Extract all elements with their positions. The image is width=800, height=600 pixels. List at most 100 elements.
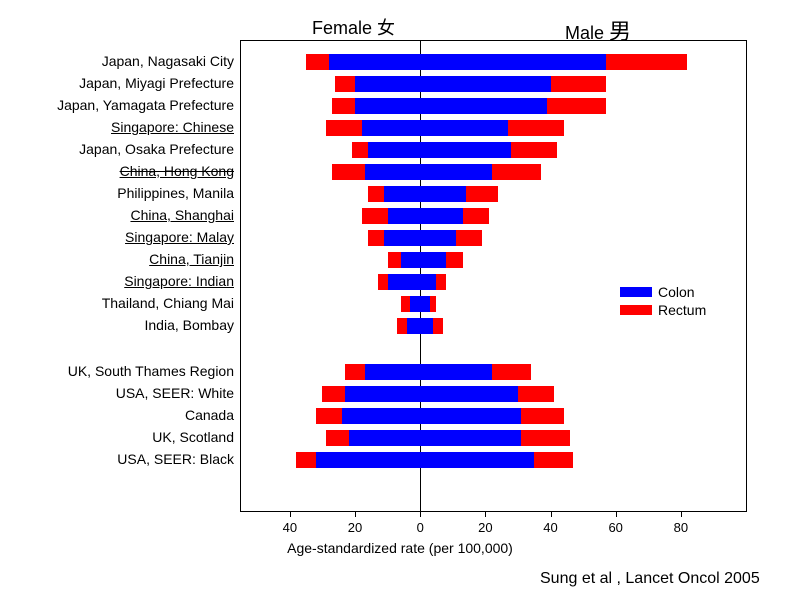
row-label: Japan, Nagasaki City [4,52,234,70]
bar-male-rectum [518,386,554,402]
bar-male-rectum [430,296,437,312]
chart-row [241,119,746,137]
row-label: USA, SEER: Black [4,450,234,468]
row-label: China, Shanghai [4,206,234,224]
bar-female-colon [368,142,420,158]
bar-male-rectum [456,230,482,246]
bar-male-colon [420,296,430,312]
bar-male-rectum [511,142,557,158]
bar-female-rectum [388,252,401,268]
row-label: UK, South Thames Region [4,362,234,380]
row-label: India, Bombay [4,316,234,334]
chart-row [241,385,746,403]
legend-item: Rectum [620,302,706,318]
bar-female-rectum [316,408,342,424]
citation: Sung et al , Lancet Oncol 2005 [540,570,760,588]
chart-row [241,163,746,181]
x-tick [355,511,356,517]
bar-male-colon [420,318,433,334]
legend: Colon Rectum [620,284,706,320]
x-tick [290,511,291,517]
bar-female-colon [384,230,420,246]
x-tick [551,511,552,517]
bar-male-rectum [521,408,563,424]
chart-row [241,229,746,247]
bar-male-colon [420,274,436,290]
legend-swatch [620,305,652,315]
bar-female-rectum [362,208,388,224]
row-label: Singapore: Malay [4,228,234,246]
row-label: Canada [4,406,234,424]
bar-male-rectum [508,120,563,136]
bar-male-colon [420,386,518,402]
bar-female-colon [388,208,421,224]
row-label: Japan, Miyagi Prefecture [4,74,234,92]
bar-male-rectum [492,364,531,380]
bar-male-rectum [606,54,687,70]
x-axis-label: Age-standardized rate (per 100,000) [0,540,800,556]
bar-male-rectum [466,186,499,202]
bar-female-colon [362,120,421,136]
bar-male-rectum [436,274,446,290]
bar-female-rectum [306,54,329,70]
bar-male-rectum [446,252,462,268]
bar-female-colon [342,408,420,424]
bar-female-colon [365,364,420,380]
chart-row [241,451,746,469]
legend-item: Colon [620,284,706,300]
chart-row [241,363,746,381]
bar-female-rectum [296,452,316,468]
x-tick [616,511,617,517]
x-tick [420,511,421,517]
bar-female-rectum [378,274,388,290]
bar-male-rectum [547,98,606,114]
chart-row [241,251,746,269]
x-tick-label: 40 [283,520,297,535]
bar-female-colon [384,186,420,202]
plot-area: 4020020406080 [240,40,747,512]
bar-female-rectum [401,296,411,312]
chart-row [241,207,746,225]
bar-male-colon [420,430,521,446]
bar-male-rectum [433,318,443,334]
x-tick [681,511,682,517]
row-label: Japan, Yamagata Prefecture [4,96,234,114]
bar-male-colon [420,452,534,468]
bar-male-colon [420,164,492,180]
bar-female-colon [365,164,420,180]
chart-row [241,429,746,447]
row-label: China, Hong Kong [4,162,234,180]
row-label: China, Tianjin [4,250,234,268]
bar-male-colon [420,76,550,92]
bar-female-colon [349,430,421,446]
x-tick-label: 0 [417,520,424,535]
bar-female-colon [329,54,420,70]
bar-male-rectum [534,452,573,468]
bar-female-colon [388,274,421,290]
bar-female-colon [401,252,421,268]
legend-label: Colon [658,284,695,300]
female-label: Female 女 [312,14,395,40]
row-label: Japan, Osaka Prefecture [4,140,234,158]
bar-female-colon [407,318,420,334]
row-label: Singapore: Indian [4,272,234,290]
bar-female-colon [316,452,420,468]
x-tick-label: 20 [348,520,362,535]
bar-male-colon [420,54,606,70]
bar-female-colon [410,296,420,312]
row-label: Singapore: Chinese [4,118,234,136]
bar-female-rectum [326,120,362,136]
bar-female-rectum [368,186,384,202]
chart-row [241,185,746,203]
row-label: Philippines, Manila [4,184,234,202]
bar-female-rectum [352,142,368,158]
x-tick-label: 80 [674,520,688,535]
bar-male-rectum [463,208,489,224]
bar-male-colon [420,120,508,136]
chart-row [241,407,746,425]
bar-male-rectum [492,164,541,180]
bar-female-rectum [332,98,355,114]
x-tick-label: 60 [608,520,622,535]
bar-male-colon [420,98,547,114]
bar-male-colon [420,252,446,268]
